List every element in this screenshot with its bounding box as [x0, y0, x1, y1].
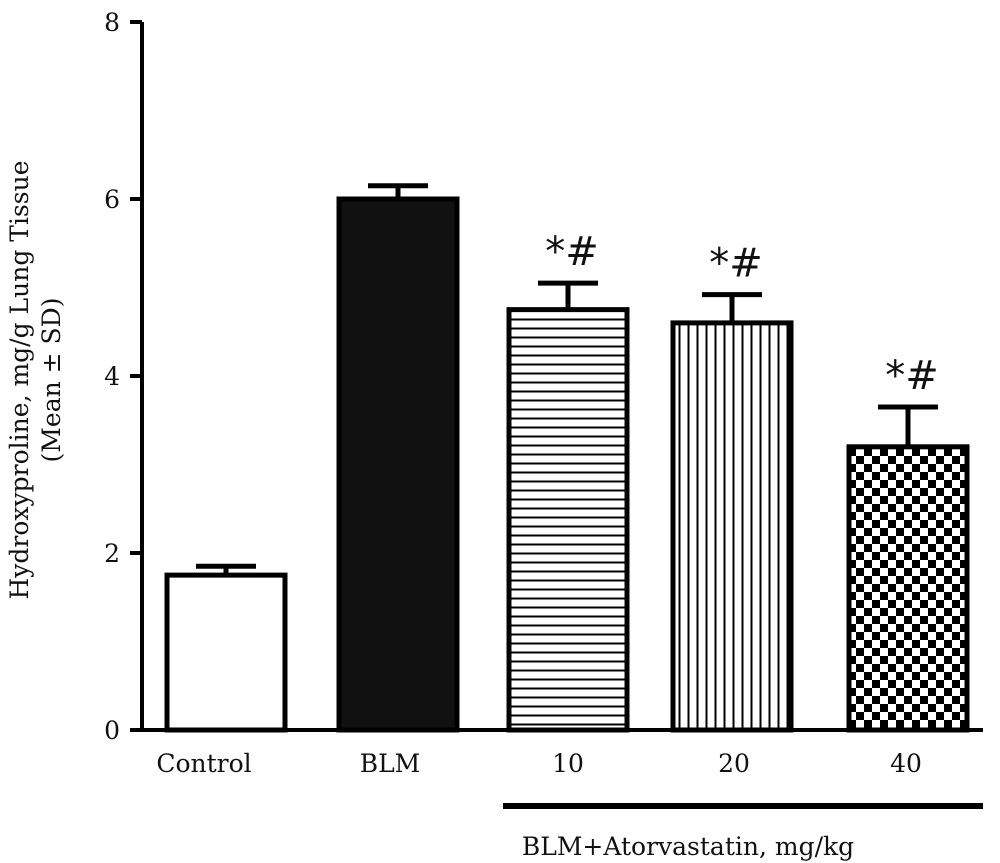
category-label-BLM: BLM — [360, 749, 421, 778]
bar-BLM — [336, 196, 460, 733]
significance-mark-20: *# — [709, 241, 763, 287]
y-tick-label-4: 4 — [104, 362, 120, 391]
category-label-40: 40 — [890, 749, 922, 778]
bar-10 — [506, 307, 630, 733]
bar-Control — [164, 572, 288, 733]
significance-marks: *# *# *# — [545, 229, 939, 399]
bars — [164, 196, 970, 733]
y-axis-label: Hydroxyproline, mg/g Lung Tissue (Mean ±… — [5, 160, 66, 599]
category-label-Control: Control — [156, 749, 251, 778]
y-tick-label-6: 6 — [104, 185, 120, 214]
y-tick-label-2: 2 — [104, 539, 120, 568]
group-bracket: BLM+Atorvastatin, mg/kg — [503, 803, 983, 861]
category-labels: Control BLM 10 20 40 — [156, 749, 922, 778]
category-label-20: 20 — [718, 749, 750, 778]
error-bars — [196, 183, 938, 576]
y-tick-label-0: 0 — [104, 716, 120, 745]
group-label: BLM+Atorvastatin, mg/kg — [522, 832, 854, 861]
y-axis-label-line2: (Mean ± SD) — [37, 298, 66, 463]
bar-20 — [670, 320, 794, 733]
y-tick-label-8: 8 — [104, 8, 120, 37]
bar-40 — [846, 444, 970, 733]
category-label-10: 10 — [552, 749, 584, 778]
significance-mark-10: *# — [545, 229, 599, 275]
y-axis-label-line1: Hydroxyproline, mg/g Lung Tissue — [5, 160, 34, 599]
significance-mark-40: *# — [885, 353, 939, 399]
